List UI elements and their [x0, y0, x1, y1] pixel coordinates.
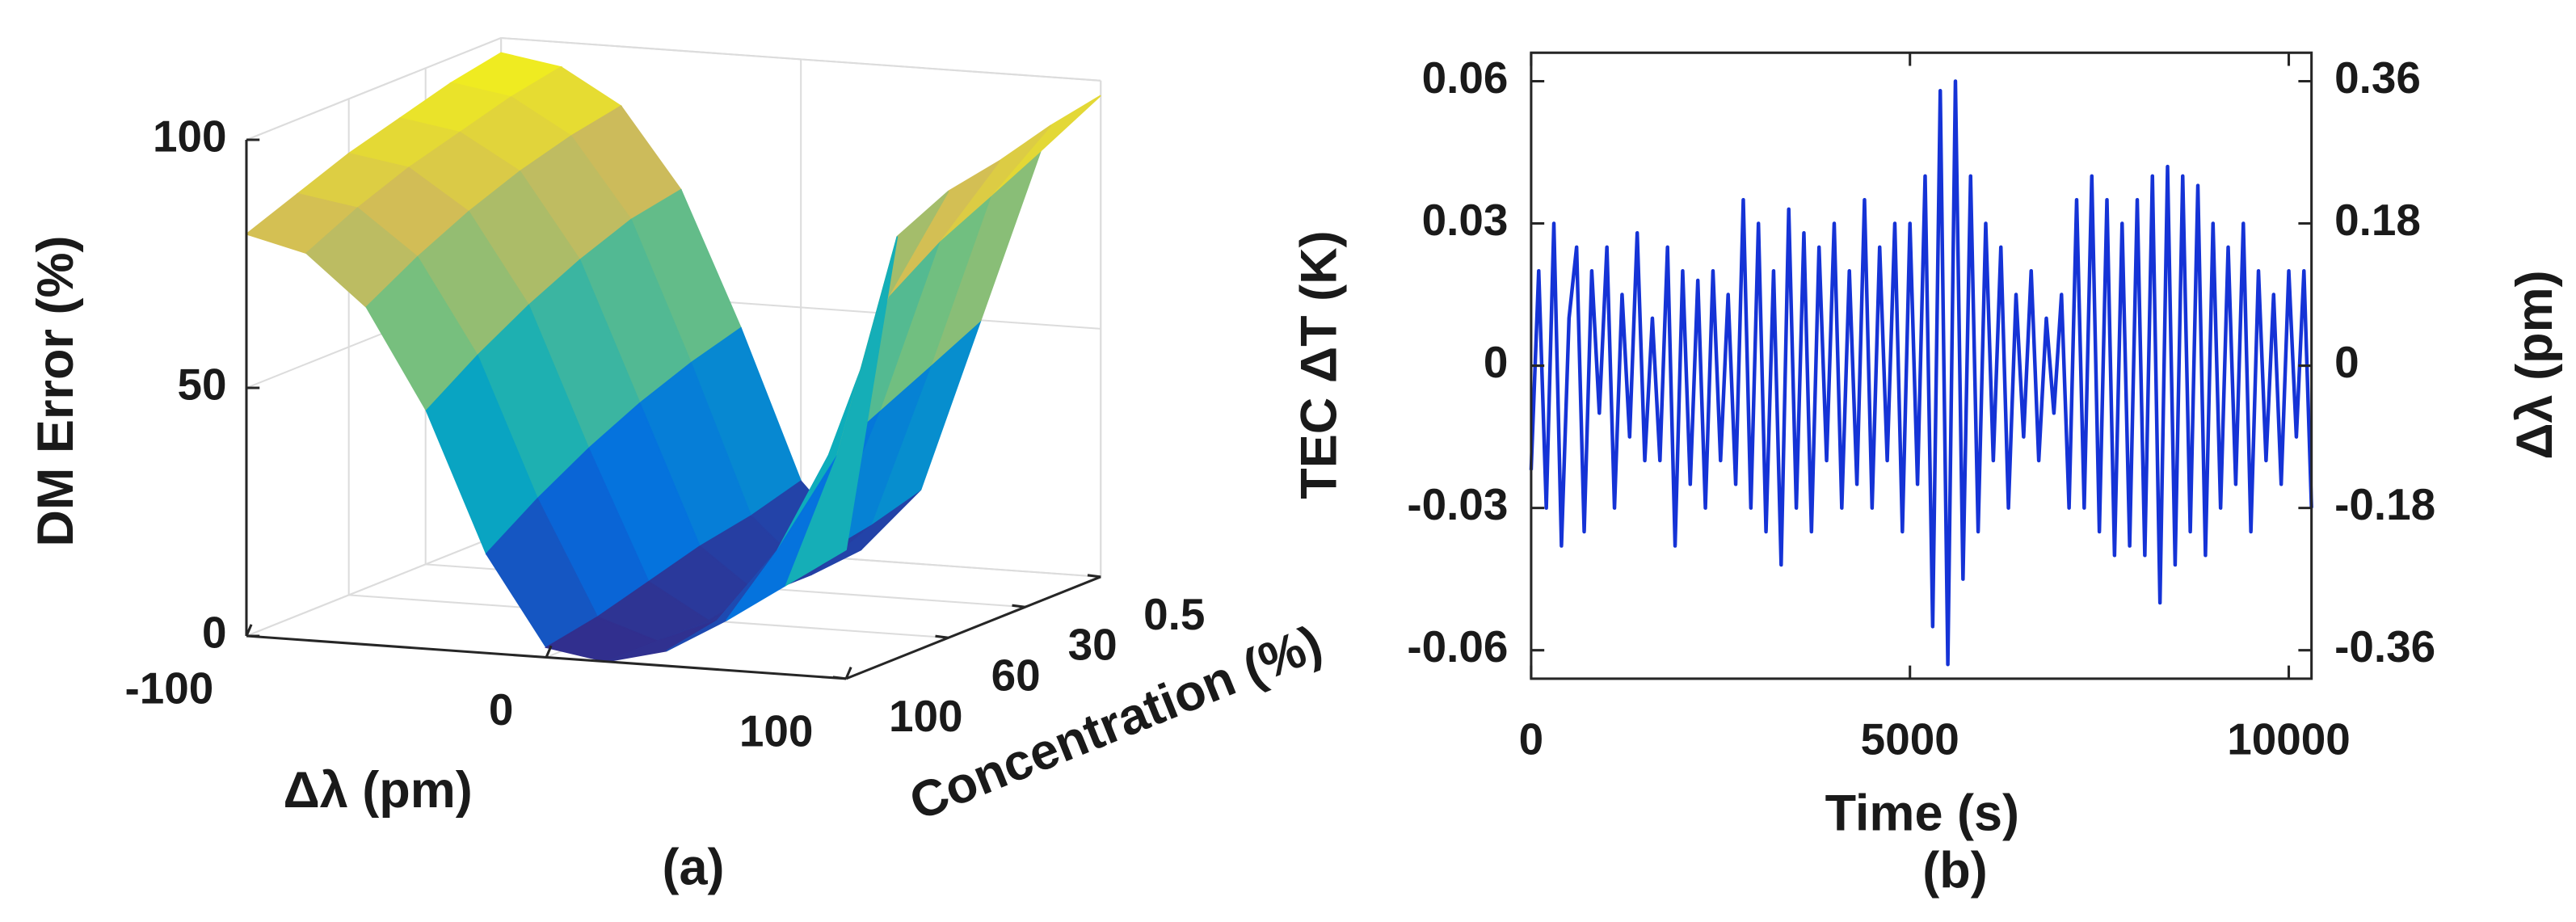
y-tick-label: -0.03: [1407, 479, 1508, 529]
y2-tick-label: -0.36: [2334, 621, 2435, 672]
y-tick-label: 30: [1068, 620, 1118, 670]
y-tick-label: 60: [991, 650, 1041, 701]
y2-tick-label: 0.18: [2334, 195, 2421, 245]
x-axis-label: Time (s): [1825, 785, 2019, 841]
y-tick-label: 0.03: [1422, 195, 1509, 245]
z-tick-label: 100: [153, 112, 227, 162]
surface-patch: [990, 95, 1101, 196]
x-tick-label: 100: [739, 706, 814, 756]
x-tick-label: 0: [489, 684, 514, 735]
grid-line: [246, 533, 502, 637]
box-edge: [501, 36, 1101, 82]
panel-label: (a): [662, 839, 724, 895]
tick-mark: [832, 676, 847, 680]
y-axis-label: TEC ΔT (K): [1290, 230, 1347, 499]
y-tick-label: 0.5: [1143, 589, 1205, 639]
tick-mark: [1012, 604, 1025, 608]
tick-mark: [935, 634, 949, 639]
y2-tick-label: -0.18: [2334, 479, 2435, 529]
x-tick-label: 0: [1519, 714, 1544, 764]
data-line: [1529, 79, 2313, 667]
y-tick-label: -0.06: [1407, 621, 1508, 672]
y-tick-label: 0: [1484, 337, 1509, 387]
box-edge: [246, 37, 502, 141]
tick-mark: [1087, 574, 1101, 579]
x-tick-label: 5000: [1861, 714, 1959, 764]
x-axis-label: Δλ (pm): [283, 762, 472, 819]
y-tick-label: 100: [889, 691, 963, 741]
z-tick-label: 0: [202, 608, 227, 658]
z-axis-label: DM Error (%): [27, 236, 84, 547]
x-tick-label: -100: [124, 663, 213, 714]
surface-patch: [785, 236, 899, 587]
y-tick-label: 0.06: [1422, 53, 1509, 103]
axis-line: [845, 575, 1101, 680]
y2-axis-label: Δλ (pm): [2507, 270, 2563, 459]
tick-mark: [245, 624, 253, 637]
tick-mark: [545, 645, 553, 659]
y2-tick-label: 0.36: [2334, 53, 2421, 103]
z-tick-label: 50: [178, 360, 227, 410]
panel-label: (b): [1922, 842, 1987, 899]
x-tick-label: 10000: [2227, 714, 2351, 764]
tick-mark: [844, 667, 852, 680]
y2-tick-label: 0: [2334, 337, 2359, 387]
